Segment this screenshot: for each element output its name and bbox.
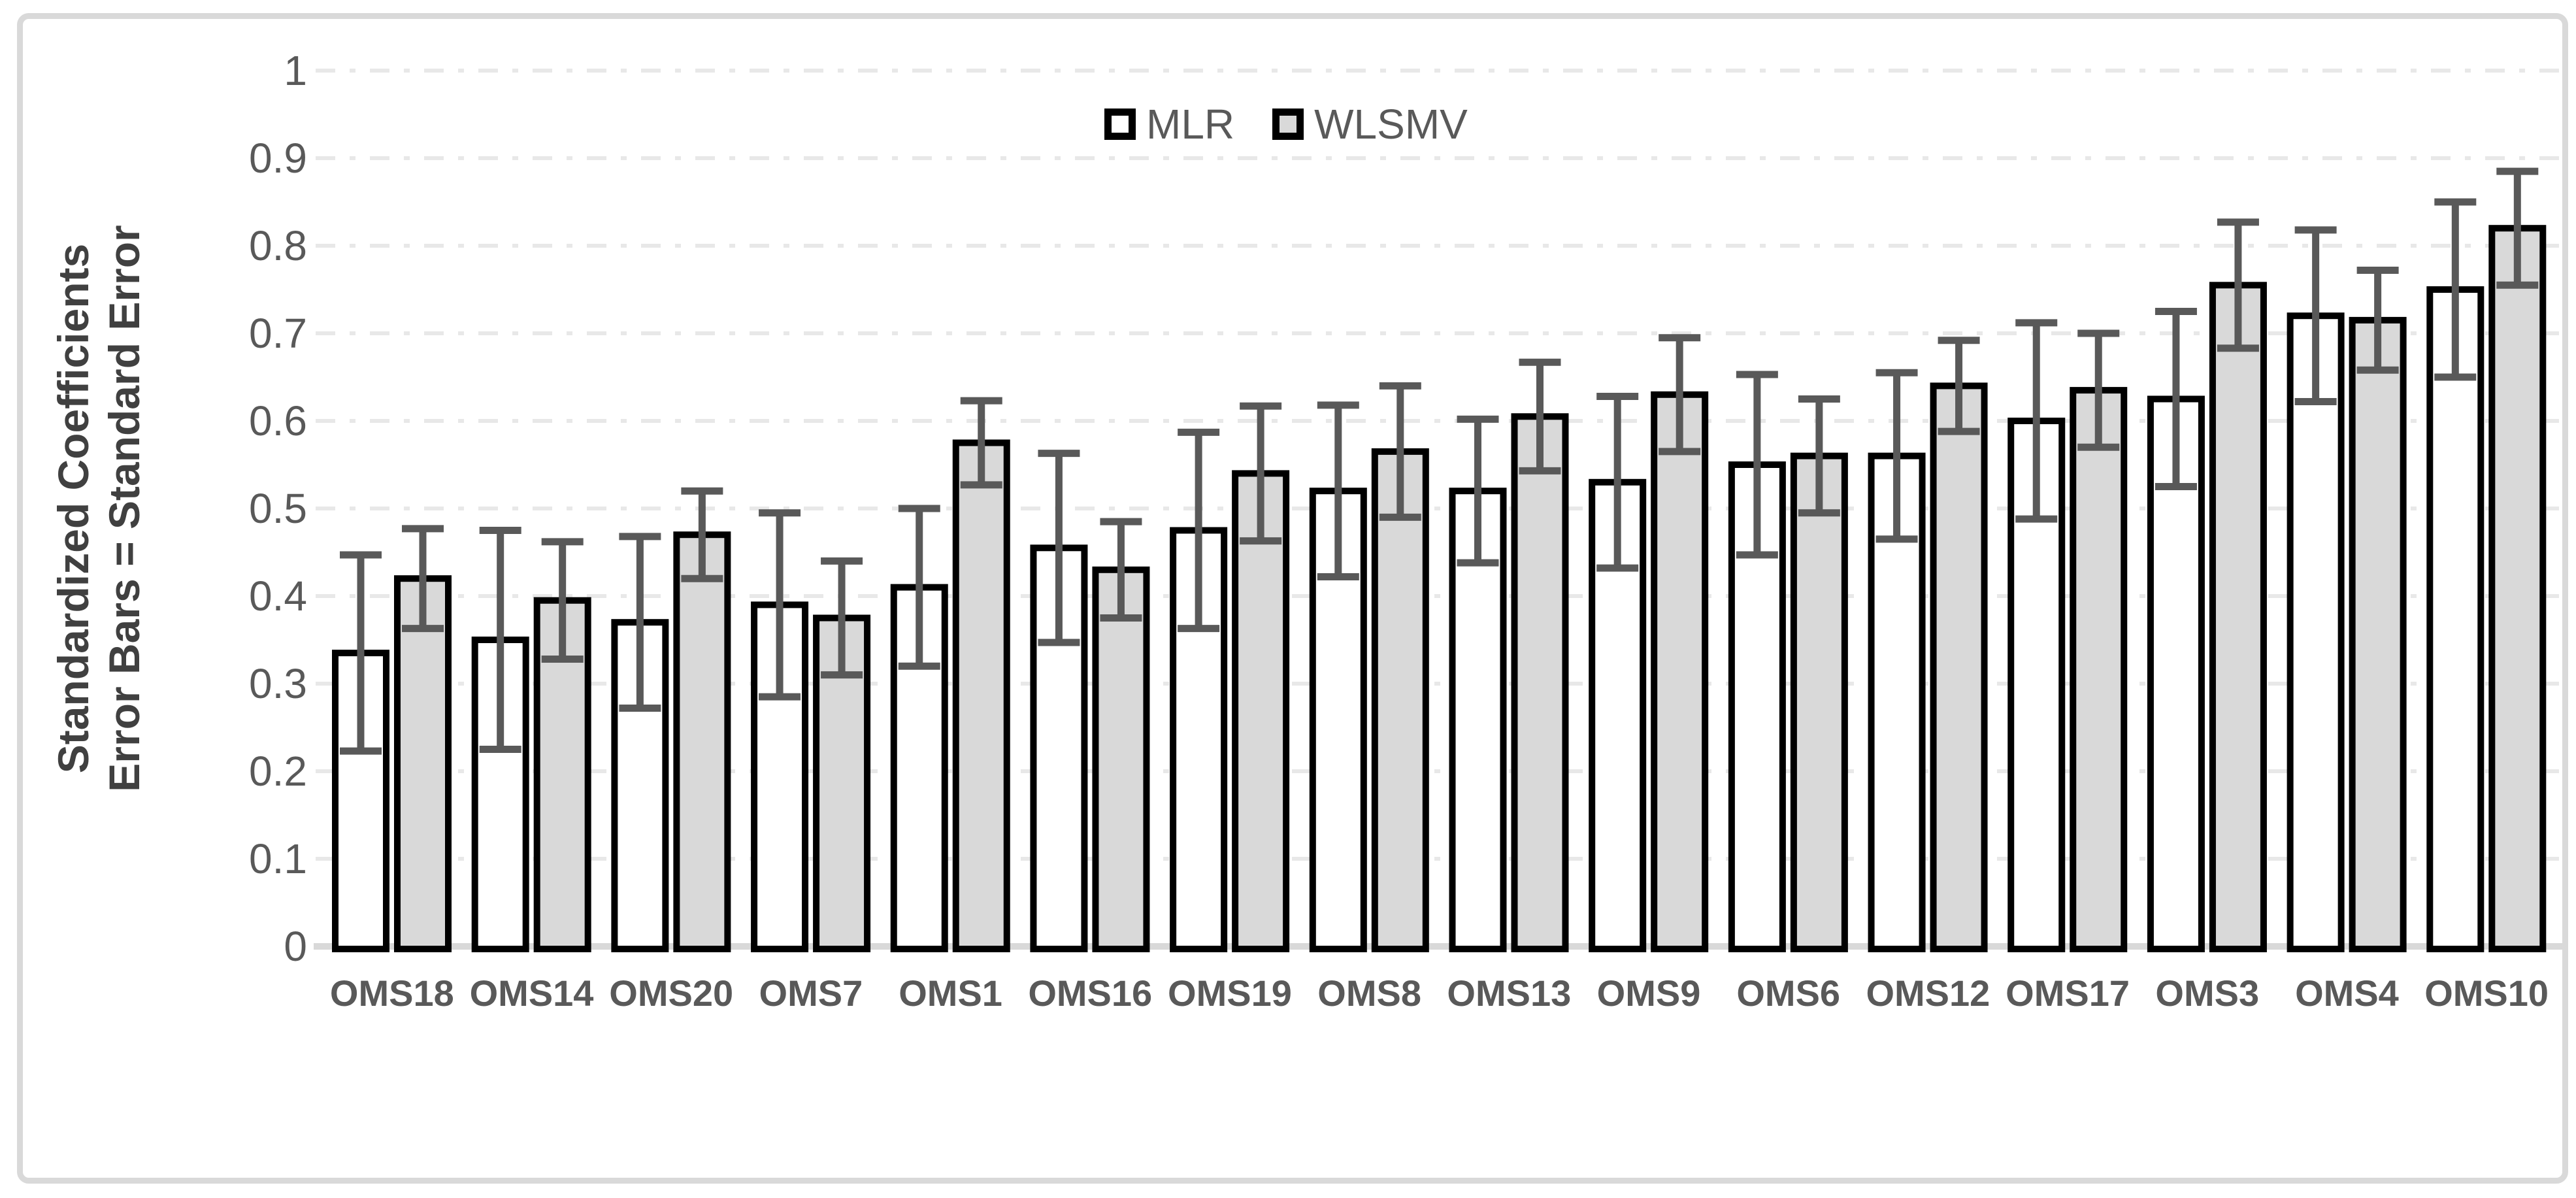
y-axis-title-line1: Standardized Coefficients <box>49 243 98 774</box>
x-axis-line <box>314 943 2565 950</box>
bar-wlsmv-oms17 <box>2070 387 2128 952</box>
x-category-label-oms16: OMS16 <box>1028 973 1153 1014</box>
bar-wlsmv-oms16 <box>1092 566 1150 952</box>
bar-wlsmv-oms6 <box>1790 452 1848 952</box>
x-category-label-oms20: OMS20 <box>609 973 734 1014</box>
x-category-label-oms8: OMS8 <box>1317 973 1422 1014</box>
bar-wlsmv-oms1 <box>952 439 1010 952</box>
y-tick-label-0.1: 0.1 <box>249 835 307 882</box>
bar-wlsmv-oms9 <box>1651 391 1709 952</box>
bar-wlsmv-oms4 <box>2349 316 2407 952</box>
y-tick-label-0.3: 0.3 <box>249 660 307 707</box>
y-tick-label-0: 0 <box>284 923 307 970</box>
legend-swatch-wlsmv <box>1272 108 1304 140</box>
y-tick-label-0.4: 0.4 <box>249 573 307 620</box>
x-category-label-oms18: OMS18 <box>329 973 454 1014</box>
x-category-label-oms10: OMS10 <box>2424 973 2549 1014</box>
legend-item-mlr: MLR <box>1104 103 1234 145</box>
bar-mlr-oms14 <box>471 637 529 952</box>
x-category-label-oms4: OMS4 <box>2295 973 2399 1014</box>
legend: MLR WLSMV <box>1104 103 1468 145</box>
legend-label-wlsmv: WLSMV <box>1314 101 1468 148</box>
bar-wlsmv-oms12 <box>1930 382 1988 952</box>
x-category-label-oms1: OMS1 <box>899 973 1002 1014</box>
y-tick-label-0.9: 0.9 <box>249 135 307 182</box>
x-category-label-oms3: OMS3 <box>2155 973 2260 1014</box>
chart-border <box>17 13 2568 1184</box>
legend-item-wlsmv: WLSMV <box>1272 103 1468 145</box>
bar-mlr-oms10 <box>2426 286 2485 952</box>
y-tick-label-0.5: 0.5 <box>249 485 307 532</box>
bar-wlsmv-oms3 <box>2209 282 2267 952</box>
bar-wlsmv-oms20 <box>673 531 731 952</box>
y-tick-label-0.7: 0.7 <box>249 310 307 357</box>
bar-mlr-oms3 <box>2147 395 2205 952</box>
y-tick-label-0.8: 0.8 <box>249 222 307 269</box>
y-tick-label-1: 1 <box>284 47 307 94</box>
x-category-label-oms12: OMS12 <box>1866 973 1990 1014</box>
y-axis-title: Standardized Coefficients Error Bars = S… <box>48 225 150 791</box>
x-category-label-oms14: OMS14 <box>469 973 594 1014</box>
bar-wlsmv-oms10 <box>2488 225 2547 953</box>
bar-wlsmv-oms13 <box>1511 413 1569 952</box>
x-category-label-oms9: OMS9 <box>1596 973 1701 1014</box>
x-category-label-oms17: OMS17 <box>2006 973 2130 1014</box>
y-axis-title-line2: Error Bars = Standard Error <box>100 225 148 792</box>
bar-mlr-oms4 <box>2287 312 2345 952</box>
bar-wlsmv-oms18 <box>394 575 452 952</box>
y-tick-label-0.6: 0.6 <box>249 397 307 444</box>
x-category-label-oms13: OMS13 <box>1447 973 1572 1014</box>
bar-wlsmv-oms8 <box>1371 448 1429 952</box>
x-category-label-oms7: OMS7 <box>759 973 863 1014</box>
y-tick-label-0.2: 0.2 <box>249 748 307 795</box>
legend-swatch-mlr <box>1104 108 1136 140</box>
x-category-label-oms19: OMS19 <box>1168 973 1292 1014</box>
legend-label-mlr: MLR <box>1146 101 1235 148</box>
bar-wlsmv-oms19 <box>1232 470 1290 952</box>
x-category-label-oms6: OMS6 <box>1736 973 1841 1014</box>
